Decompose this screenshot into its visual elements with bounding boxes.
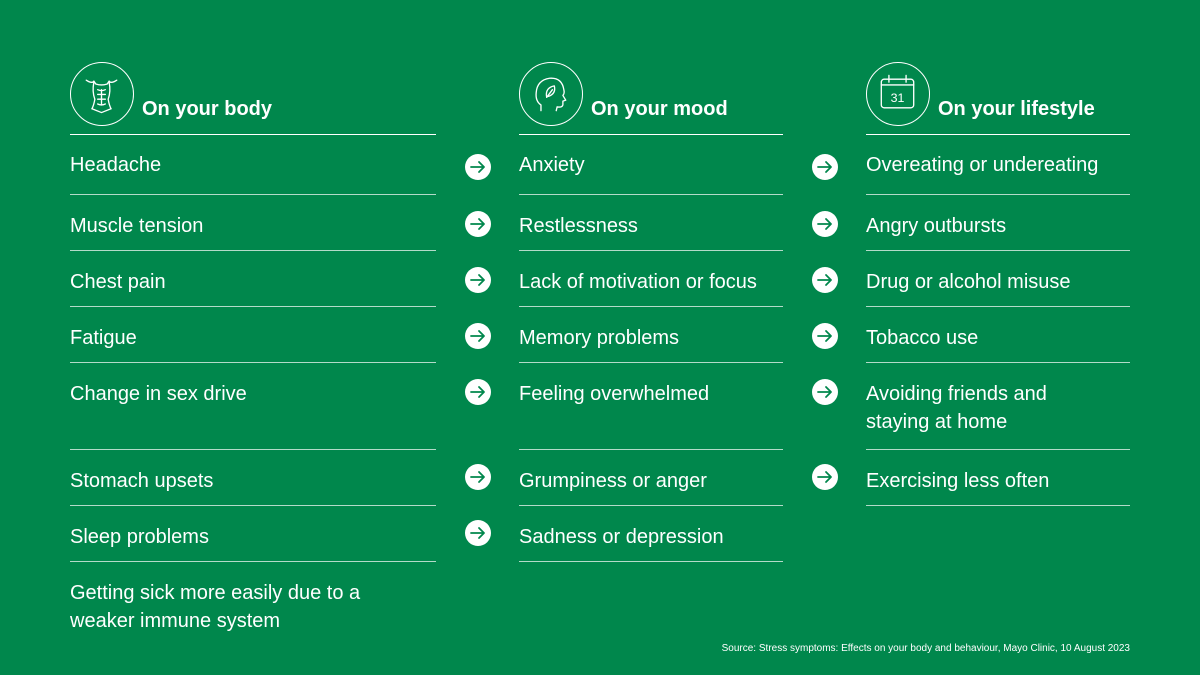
item-text: Tobacco use [866,327,979,349]
list-item: Lack of motivation or focus [519,251,783,307]
list-item: Tobacco use [866,307,1130,363]
calendar-icon: 31 [866,62,930,126]
list-item: Fatigue [70,307,436,363]
list-item: Grumpiness or anger [519,450,783,506]
column-title: On your body [142,98,272,120]
torso-icon [70,62,134,126]
list-item: Memory problems [519,307,783,363]
item-text: Anxiety [519,154,585,176]
item-text: Memory problems [519,327,680,349]
column-title: On your mood [591,98,728,120]
arrow-right-icon [812,211,838,237]
arrow-right-icon [465,267,491,293]
item-text: Headache [70,154,162,176]
list-item: Drug or alcohol misuse [866,251,1130,307]
list-item: Overeating or undereating [866,134,1130,195]
list-item: Chest pain [70,251,436,307]
list-item: Feeling overwhelmed [519,363,783,450]
item-text: Grumpiness or anger [519,470,707,492]
arrow-right-icon [812,464,838,490]
arrow-right-icon [465,520,491,546]
list-item: Change in sex drive [70,363,436,450]
item-text: Exercising less often [866,470,1050,492]
arrow-right-icon [465,464,491,490]
column-title: On your lifestyle [938,98,1095,120]
column-header-lifestyle: 31 On your lifestyle [866,60,1130,135]
list-item: Sleep problems [70,506,436,562]
item-text: Fatigue [70,327,137,349]
item-text: Angry outbursts [866,215,1007,237]
list-item: Anxiety [519,134,783,195]
calendar-day: 31 [891,91,905,105]
item-text: Chest pain [70,271,166,293]
item-text: Muscle tension [70,215,204,237]
column-header-mood: On your mood [519,60,783,135]
item-text: Change in sex drive [70,383,247,405]
arrow-right-icon [812,379,838,405]
item-text: Stomach upsets [70,470,214,492]
arrow-right-icon [465,154,491,180]
list-item: Stomach upsets [70,450,436,506]
item-text: Sleep problems [70,526,209,548]
source-note: Source: Stress symptoms: Effects on your… [721,643,1130,654]
arrow-right-icon [812,154,838,180]
arrow-right-icon [812,267,838,293]
arrow-right-icon [465,379,491,405]
item-text: Restlessness [519,215,638,237]
list-item: Exercising less often [866,450,1130,506]
arrow-right-icon [812,323,838,349]
list-item: Headache [70,134,436,195]
column-header-body: On your body [70,60,436,135]
list-item: Sadness or depression [519,506,783,562]
list-item: Angry outbursts [866,195,1130,251]
list-item: Getting sick more easily due to a weaker… [70,562,436,632]
list-item: Avoiding friends and staying at home [866,363,1130,450]
item-text: Overeating or undereating [866,154,1099,176]
item-text: Avoiding friends and staying at home [866,383,1047,433]
arrow-right-icon [465,323,491,349]
arrow-right-icon [465,211,491,237]
item-text: Lack of motivation or focus [519,271,757,293]
list-item: Restlessness [519,195,783,251]
head-leaf-icon [519,62,583,126]
item-text: Drug or alcohol misuse [866,271,1071,293]
item-text: Sadness or depression [519,526,724,548]
item-text: Feeling overwhelmed [519,383,710,405]
item-text: Getting sick more easily due to a weaker… [70,582,361,632]
list-item: Muscle tension [70,195,436,251]
